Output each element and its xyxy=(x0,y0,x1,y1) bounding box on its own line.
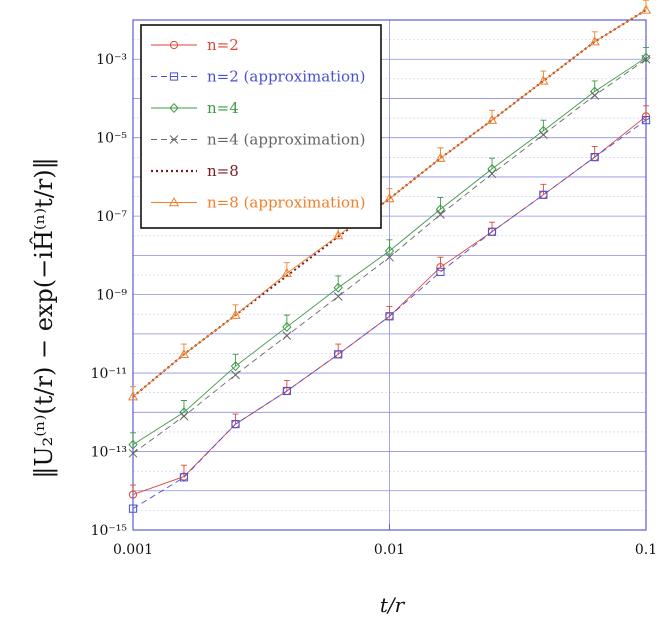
error-bar xyxy=(489,157,496,169)
legend-marker xyxy=(169,102,179,114)
y-tick-label: 10⁻³ xyxy=(96,52,127,68)
data-point xyxy=(333,230,344,240)
data-point xyxy=(282,386,291,396)
data-point xyxy=(128,448,138,458)
data-point xyxy=(641,116,651,125)
x-axis-label: t/r xyxy=(380,593,406,617)
data-point xyxy=(230,361,241,372)
legend-marker xyxy=(168,196,180,207)
data-point xyxy=(282,321,292,332)
y-tick-label: 10⁻⁵ xyxy=(96,131,127,147)
error-bar xyxy=(540,183,547,195)
data-point xyxy=(539,130,548,139)
data-point xyxy=(589,36,600,46)
legend-label: n=8 (approximation) xyxy=(207,194,366,212)
error-bar xyxy=(283,379,290,391)
y-tick-label: 10⁻¹⁵ xyxy=(91,523,128,539)
data-point xyxy=(333,292,343,301)
data-point xyxy=(179,473,189,482)
data-point xyxy=(179,411,189,421)
error-bar xyxy=(643,46,649,58)
error-bar xyxy=(437,256,444,268)
error-bar xyxy=(591,80,598,92)
data-point xyxy=(231,370,240,380)
error-bar xyxy=(180,400,187,413)
data-point xyxy=(538,75,549,85)
data-point xyxy=(384,245,395,256)
data-point xyxy=(539,190,548,199)
data-point xyxy=(230,309,241,319)
data-point xyxy=(385,312,394,321)
data-point xyxy=(487,169,497,179)
y-tick-label: 10⁻⁹ xyxy=(96,288,127,304)
error-bar xyxy=(386,239,393,251)
data-point xyxy=(333,282,343,293)
data-point xyxy=(384,193,395,203)
data-point xyxy=(590,153,599,162)
error-bar xyxy=(489,221,496,232)
data-point xyxy=(486,114,498,124)
legend-label: n=4 (approximation) xyxy=(207,131,366,149)
data-point xyxy=(282,331,292,340)
legend-label: n=2 xyxy=(207,36,239,54)
data-point xyxy=(435,204,446,215)
error-bar xyxy=(180,464,187,477)
error-bar xyxy=(232,353,239,367)
series-5 xyxy=(127,0,652,401)
data-point xyxy=(178,348,189,359)
legend-box xyxy=(140,24,382,229)
series-group xyxy=(127,0,652,513)
axes: 0.001 0.01 0.1 10⁻³ 10⁻⁵ 10⁻⁷ 10⁻⁹ 10⁻¹¹ 10⁻¹³ 10… xyxy=(91,19,657,558)
data-point xyxy=(128,490,138,499)
error-bar xyxy=(232,413,239,425)
series-1 xyxy=(128,116,651,513)
data-point xyxy=(128,504,138,513)
legend-marker xyxy=(169,40,179,50)
data-point xyxy=(641,54,651,64)
data-point xyxy=(590,91,600,100)
error-bar xyxy=(437,196,444,210)
legend-marker xyxy=(169,72,179,81)
legend-label: n=8 xyxy=(207,162,239,180)
series-line xyxy=(132,119,647,510)
data-point xyxy=(640,4,652,14)
legend-label: n=4 xyxy=(207,99,239,117)
data-point xyxy=(487,227,497,236)
error-bar xyxy=(283,314,290,327)
data-point xyxy=(385,252,394,262)
error-bar xyxy=(335,275,342,288)
data-point xyxy=(128,439,138,450)
legend: n=2 n=2 (approximation) n=4 n=4 (approximat… xyxy=(140,24,382,229)
data-point xyxy=(231,420,240,429)
error-bar xyxy=(335,343,342,355)
x-tick-label: 0.1 xyxy=(635,542,657,558)
legend-label: n=2 (approximation) xyxy=(207,68,366,86)
error-bar xyxy=(643,105,649,117)
series-3 xyxy=(128,54,651,458)
error-bar xyxy=(130,484,136,495)
data-point xyxy=(436,210,445,219)
data-point xyxy=(435,152,446,162)
y-tick-label: 10⁻⁷ xyxy=(96,209,127,225)
error-bar xyxy=(386,305,393,317)
legend-marker xyxy=(169,135,179,144)
data-point xyxy=(436,263,445,272)
y-axis-label: ‖U₂⁽ⁿ⁾(t/r) − exp(−iĤ⁽ⁿ⁾t/r)‖ xyxy=(29,157,59,478)
data-point xyxy=(334,350,343,359)
error-bar xyxy=(591,145,598,158)
data-point xyxy=(281,267,292,277)
series-2 xyxy=(128,46,651,450)
y-tick-label: 10⁻¹³ xyxy=(91,445,127,461)
error-bar xyxy=(130,432,136,445)
data-point xyxy=(127,391,139,401)
x-tick-label: 0.01 xyxy=(374,542,405,558)
data-point xyxy=(436,267,445,276)
x-tick-label: 0.001 xyxy=(113,542,153,558)
y-tick-label: 10⁻¹¹ xyxy=(91,366,127,382)
error-bar xyxy=(540,119,547,131)
